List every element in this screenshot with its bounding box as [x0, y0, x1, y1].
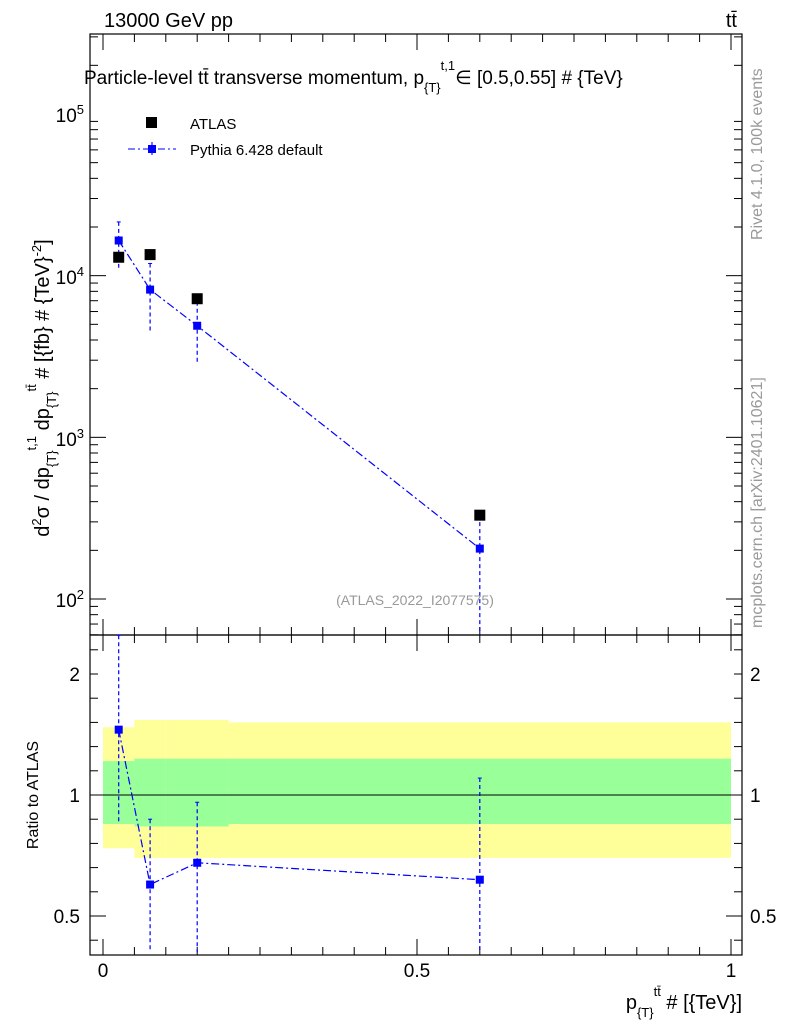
atlas-main-point — [145, 249, 156, 260]
main-plot-frame — [90, 34, 742, 635]
main-y-tick-labels: 102 103 104 105 — [56, 102, 84, 612]
energy-label: 13000 GeV pp — [104, 10, 233, 32]
process-label: tt̄ — [726, 10, 738, 32]
pythia-main-point — [476, 545, 484, 553]
mcplots-label: mcplots.cern.ch [arXiv:2401.10621] — [749, 377, 766, 628]
plot-title: Particle-level tt̄ transverse momentum, … — [84, 58, 623, 95]
x-tick-label-0p5: 0.5 — [404, 961, 430, 982]
ratio-tick-label-right-0p5: 0.5 — [750, 907, 776, 928]
legend-pythia-label: Pythia 6.428 default — [190, 142, 323, 159]
ratio-tick-label-left-0p5: 0.5 — [54, 907, 80, 928]
x-tick-label-0: 0 — [98, 961, 109, 982]
y-tick-label-1e3: 103 — [56, 426, 84, 451]
pythia-main-line — [119, 241, 480, 549]
main-y-ticks — [90, 37, 742, 635]
atlas-series-main — [113, 249, 485, 521]
upper-y-axis-label: d2σ / dp{T}t,1 dp{T}tt̄ # [{fb} # {TeV}-… — [24, 239, 59, 536]
x-axis-label: p{T}tt̄ # [{TeV}] — [626, 984, 742, 1020]
pythia-ratio-point — [193, 859, 201, 867]
analysis-id: (ATLAS_2022_I2077575) — [336, 592, 494, 608]
pythia-main-point — [115, 237, 123, 245]
pythia-main-point — [146, 286, 154, 294]
atlas-main-point — [113, 252, 124, 263]
ratio-tick-label-right-2: 2 — [750, 665, 761, 686]
rivet-version-label: Rivet 4.1.0, 100k events — [749, 68, 766, 240]
pythia-ratio-point — [115, 726, 123, 734]
y-tick-label-1e2: 102 — [56, 587, 84, 612]
y-tick-label-1e5: 105 — [56, 102, 84, 127]
pythia-series-main — [115, 222, 484, 635]
atlas-main-point — [192, 293, 203, 304]
x-tick-label-1: 1 — [726, 961, 737, 982]
legend-atlas-label: ATLAS — [190, 116, 236, 133]
ratio-tick-label-left-1: 1 — [69, 786, 80, 807]
pythia-ratio-point — [146, 881, 154, 889]
ratio-tick-label-right-1: 1 — [750, 786, 761, 807]
pythia-main-point — [193, 322, 201, 330]
lower-y-axis-label: Ratio to ATLAS — [25, 741, 42, 849]
band-inner-bin-1 — [134, 759, 165, 827]
x-tick-labels: 0 0.5 1 — [98, 961, 737, 982]
pythia-ratio-point — [476, 876, 484, 884]
chart-canvas: 102 103 104 105 0.5 1 2 0.5 1 2 0 0.5 1 … — [0, 0, 786, 1024]
legend-pythia-marker — [148, 145, 156, 153]
y-tick-label-1e4: 104 — [56, 264, 84, 289]
ratio-tick-label-left-2: 2 — [69, 665, 80, 686]
atlas-main-point — [474, 510, 485, 521]
legend-atlas-marker — [146, 117, 157, 128]
